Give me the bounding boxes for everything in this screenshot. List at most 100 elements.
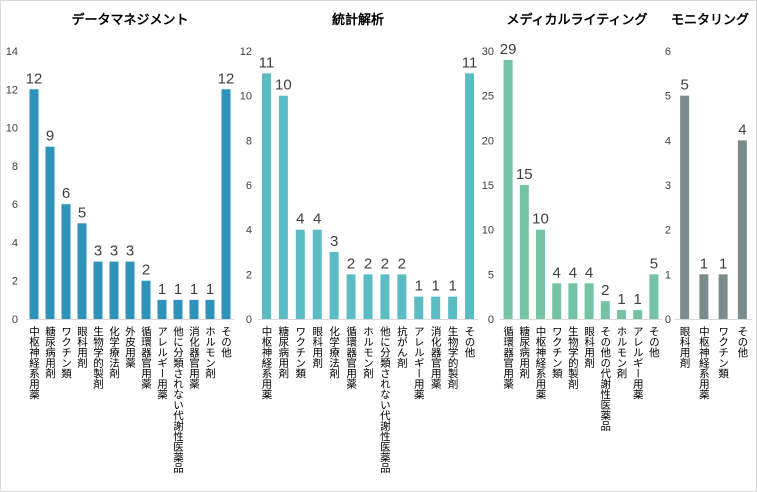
category-label: ホルモン剤 [204,326,216,379]
category-label: その他 [648,326,660,358]
bar [346,274,356,319]
category-label: 外皮用薬 [124,326,136,369]
bar [737,140,747,319]
category-label: ホルモン剤 [616,326,628,379]
bar [699,274,709,319]
y-tick-label: 12 [6,84,18,96]
category-label: 生物学的製剤 [92,325,104,390]
data-label: 11 [259,54,275,71]
data-label: 1 [448,278,456,295]
panel-statistical-analysis: 統計解析02468101211中枢神経系用薬10糖尿病用剤4ワクチン類4眼科用剤… [240,12,478,474]
y-tick-label: 10 [6,123,18,135]
data-label: 2 [601,282,609,299]
bar [718,274,728,319]
bar [503,59,513,319]
bar [77,223,87,319]
category-label: 循環器官用薬 [502,325,514,390]
category-label: 抗がん剤 [396,325,408,369]
bar [552,283,562,319]
y-tick-label: 4 [665,135,671,147]
category-label: 中枢神経系用薬 [535,325,547,400]
category-label: 生物学的製剤 [567,325,579,390]
category-label: 化学療法剤 [328,325,340,379]
bar [278,95,288,320]
bar [568,283,578,319]
bar [397,274,407,319]
data-label: 2 [364,255,372,272]
category-label: 糖尿病用剤 [518,325,530,379]
y-tick-label: 10 [482,225,494,237]
chart-title: モニタリング [671,12,749,28]
data-label: 1 [432,278,440,295]
category-label: 中枢神経系用薬 [28,325,40,400]
category-label: 眼科用剤 [311,326,323,369]
data-label: 4 [585,264,593,281]
data-label: 12 [26,70,43,87]
bar [312,229,322,319]
data-label: 3 [330,233,338,250]
bar [45,146,55,319]
data-label: 4 [553,264,561,281]
bar [600,301,610,319]
data-label: 2 [142,262,150,279]
bar [363,274,373,319]
category-label: ワクチン類 [294,326,306,379]
y-tick-label: 6 [246,180,252,192]
y-tick-label: 6 [12,199,18,211]
category-label: 中枢神経系用薬 [698,325,710,400]
data-label: 3 [110,243,118,260]
y-tick-label: 0 [488,314,494,326]
chart-title: メディカルライティング [506,12,647,28]
y-tick-label: 2 [665,225,671,237]
data-label: 1 [158,281,166,298]
y-tick-label: 2 [246,269,252,281]
data-label: 11 [462,54,478,71]
category-label: 糖尿病用剤 [277,325,289,379]
category-label: 消化器官用薬 [188,325,200,390]
bar [448,296,458,319]
y-tick-label: 3 [665,180,671,192]
chart-title: 統計解析 [332,12,384,28]
y-tick-label: 10 [240,91,252,103]
category-label: 他に分類されない代謝性医薬品 [379,325,391,474]
category-label: ワクチン類 [60,326,72,379]
bar [431,296,441,319]
y-tick-label: 4 [12,237,18,249]
y-tick-label: 8 [12,161,18,173]
data-label: 1 [700,255,708,272]
bar [189,299,199,319]
bar [649,274,659,319]
category-label: ワクチン類 [717,326,729,379]
bar [109,261,119,319]
bar [157,299,167,319]
category-label: 循環器官用薬 [140,325,152,390]
bar [221,89,231,320]
bar [93,261,103,319]
category-label: 他に分類されない代謝性医薬品 [172,325,184,474]
bar [633,310,643,319]
y-tick-label: 12 [240,46,252,58]
data-label: 1 [617,291,625,308]
data-label: 4 [738,121,746,138]
data-label: 4 [296,211,304,228]
panel-monitoring: モニタリング 0 1 2 3 4 5 6 5 眼科用剤 1 中枢神経系用薬 1 ワクチン類 4 その他 [665,12,752,400]
data-label: 6 [62,185,70,202]
y-tick-label: 20 [482,135,494,147]
data-label: 29 [500,41,517,58]
bar [519,185,529,319]
data-label: 1 [174,281,182,298]
bar [329,252,339,319]
bar [584,283,594,319]
data-label: 10 [275,77,292,94]
y-tick-label: 0 [12,314,18,326]
category-label: その他 [736,326,748,358]
y-tick-label: 0 [665,314,671,326]
category-label: アレルギー用薬 [413,326,425,400]
data-label: 1 [634,291,642,308]
y-tick-label: 8 [246,135,252,147]
bar [29,89,39,320]
category-label: その他 [220,326,232,358]
bar [465,73,475,319]
data-label: 9 [46,128,54,145]
